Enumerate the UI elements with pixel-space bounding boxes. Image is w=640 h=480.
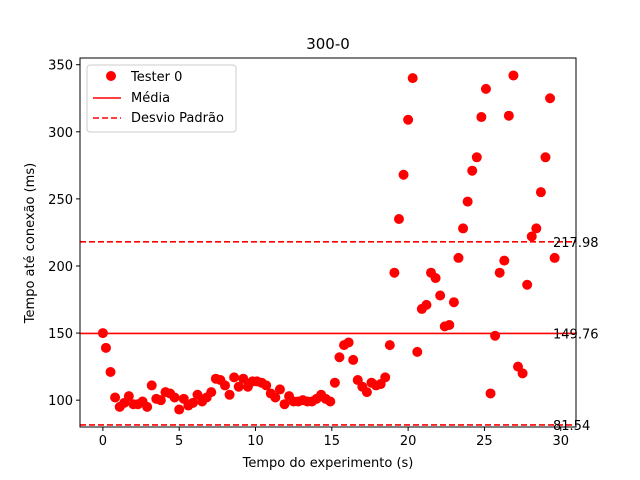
data-point-69 bbox=[412, 346, 423, 357]
data-point-64 bbox=[389, 267, 400, 278]
data-point-51 bbox=[329, 377, 340, 388]
data-point-28 bbox=[224, 389, 235, 400]
x-tick-label-5: 25 bbox=[476, 434, 493, 449]
y-axis-label: Tempo até conexão (ms) bbox=[23, 163, 38, 324]
data-point-68 bbox=[407, 73, 418, 84]
data-point-31 bbox=[238, 373, 249, 384]
data-point-87 bbox=[494, 267, 505, 278]
y-tick-label-4: 300 bbox=[48, 126, 73, 141]
data-point-73 bbox=[430, 273, 441, 284]
data-point-80 bbox=[462, 196, 473, 207]
data-point-92 bbox=[517, 368, 528, 379]
data-point-95 bbox=[531, 223, 542, 234]
x-tick-label-4: 20 bbox=[400, 434, 417, 449]
data-point-66 bbox=[398, 169, 409, 180]
legend-box bbox=[86, 64, 237, 133]
data-point-27 bbox=[219, 380, 230, 391]
data-point-67 bbox=[403, 114, 414, 125]
data-point-24 bbox=[206, 387, 217, 398]
legend-label-tester: Tester 0 bbox=[130, 70, 182, 85]
data-point-85 bbox=[485, 388, 496, 399]
y-tick-label-0: 100 bbox=[48, 394, 73, 409]
legend-label-mean: Média bbox=[131, 91, 170, 106]
data-point-88 bbox=[499, 255, 510, 266]
y-tick-label-2: 200 bbox=[48, 260, 73, 275]
data-point-20 bbox=[187, 397, 198, 408]
reference-label-2: 81.54 bbox=[553, 419, 590, 434]
data-point-50 bbox=[325, 396, 336, 407]
data-point-55 bbox=[348, 354, 359, 365]
data-point-40 bbox=[279, 399, 290, 410]
chart-title: 300-0 bbox=[306, 35, 350, 53]
data-point-81 bbox=[467, 165, 478, 176]
data-point-83 bbox=[476, 112, 487, 123]
data-point-3 bbox=[110, 392, 121, 403]
data-point-38 bbox=[270, 392, 281, 403]
y-tick-label-1: 150 bbox=[48, 327, 73, 342]
data-point-99 bbox=[549, 252, 560, 263]
data-point-84 bbox=[480, 83, 491, 94]
x-axis-label: Tempo do experimento (s) bbox=[242, 456, 414, 471]
data-point-97 bbox=[540, 152, 551, 163]
legend: Tester 0 Média Desvio Padrão bbox=[86, 64, 237, 133]
data-points bbox=[97, 70, 560, 415]
data-point-74 bbox=[435, 290, 446, 301]
data-point-1 bbox=[100, 342, 111, 353]
data-point-54 bbox=[343, 337, 354, 348]
data-point-52 bbox=[334, 352, 345, 363]
data-point-62 bbox=[380, 372, 391, 383]
reference-labels: 149.76 217.98 81.54 bbox=[553, 236, 599, 434]
x-tick-label-3: 15 bbox=[324, 434, 341, 449]
data-point-89 bbox=[503, 110, 514, 121]
y-axis-ticks: 100 150 200 250 300 350 bbox=[48, 59, 80, 409]
data-point-94 bbox=[526, 231, 537, 242]
data-point-30 bbox=[233, 381, 244, 392]
data-point-96 bbox=[535, 187, 546, 198]
x-tick-label-1: 5 bbox=[175, 434, 183, 449]
reference-label-1: 217.98 bbox=[553, 236, 599, 251]
x-tick-label-0: 0 bbox=[99, 434, 107, 449]
x-tick-label-6: 30 bbox=[552, 434, 569, 449]
data-point-17 bbox=[174, 404, 185, 415]
data-point-39 bbox=[274, 384, 285, 395]
data-point-58 bbox=[361, 387, 372, 398]
data-point-6 bbox=[123, 391, 134, 402]
data-point-98 bbox=[545, 93, 556, 104]
x-tick-label-2: 10 bbox=[247, 434, 264, 449]
data-point-0 bbox=[97, 328, 108, 339]
legend-label-std: Desvio Padrão bbox=[131, 111, 224, 126]
data-point-63 bbox=[384, 340, 395, 351]
data-point-71 bbox=[421, 299, 432, 310]
data-point-29 bbox=[229, 372, 240, 383]
data-point-90 bbox=[508, 70, 519, 81]
data-point-65 bbox=[393, 214, 404, 225]
reference-label-0: 149.76 bbox=[553, 327, 599, 342]
y-tick-label-3: 250 bbox=[48, 193, 73, 208]
data-point-16 bbox=[169, 392, 180, 403]
data-point-77 bbox=[448, 297, 459, 308]
data-point-13 bbox=[155, 395, 166, 406]
data-point-82 bbox=[471, 152, 482, 163]
data-point-93 bbox=[522, 279, 533, 290]
data-point-86 bbox=[490, 330, 501, 341]
data-point-11 bbox=[146, 380, 157, 391]
data-point-2 bbox=[105, 366, 116, 377]
plot-frame bbox=[79, 57, 577, 428]
data-point-10 bbox=[142, 401, 153, 412]
data-point-79 bbox=[458, 223, 469, 234]
y-tick-label-5: 350 bbox=[48, 59, 73, 74]
legend-marker-points bbox=[106, 71, 116, 81]
x-axis-ticks: 0 5 10 15 20 25 30 bbox=[99, 427, 569, 449]
data-point-76 bbox=[444, 320, 455, 331]
data-point-78 bbox=[453, 252, 464, 263]
data-point-36 bbox=[261, 380, 272, 391]
